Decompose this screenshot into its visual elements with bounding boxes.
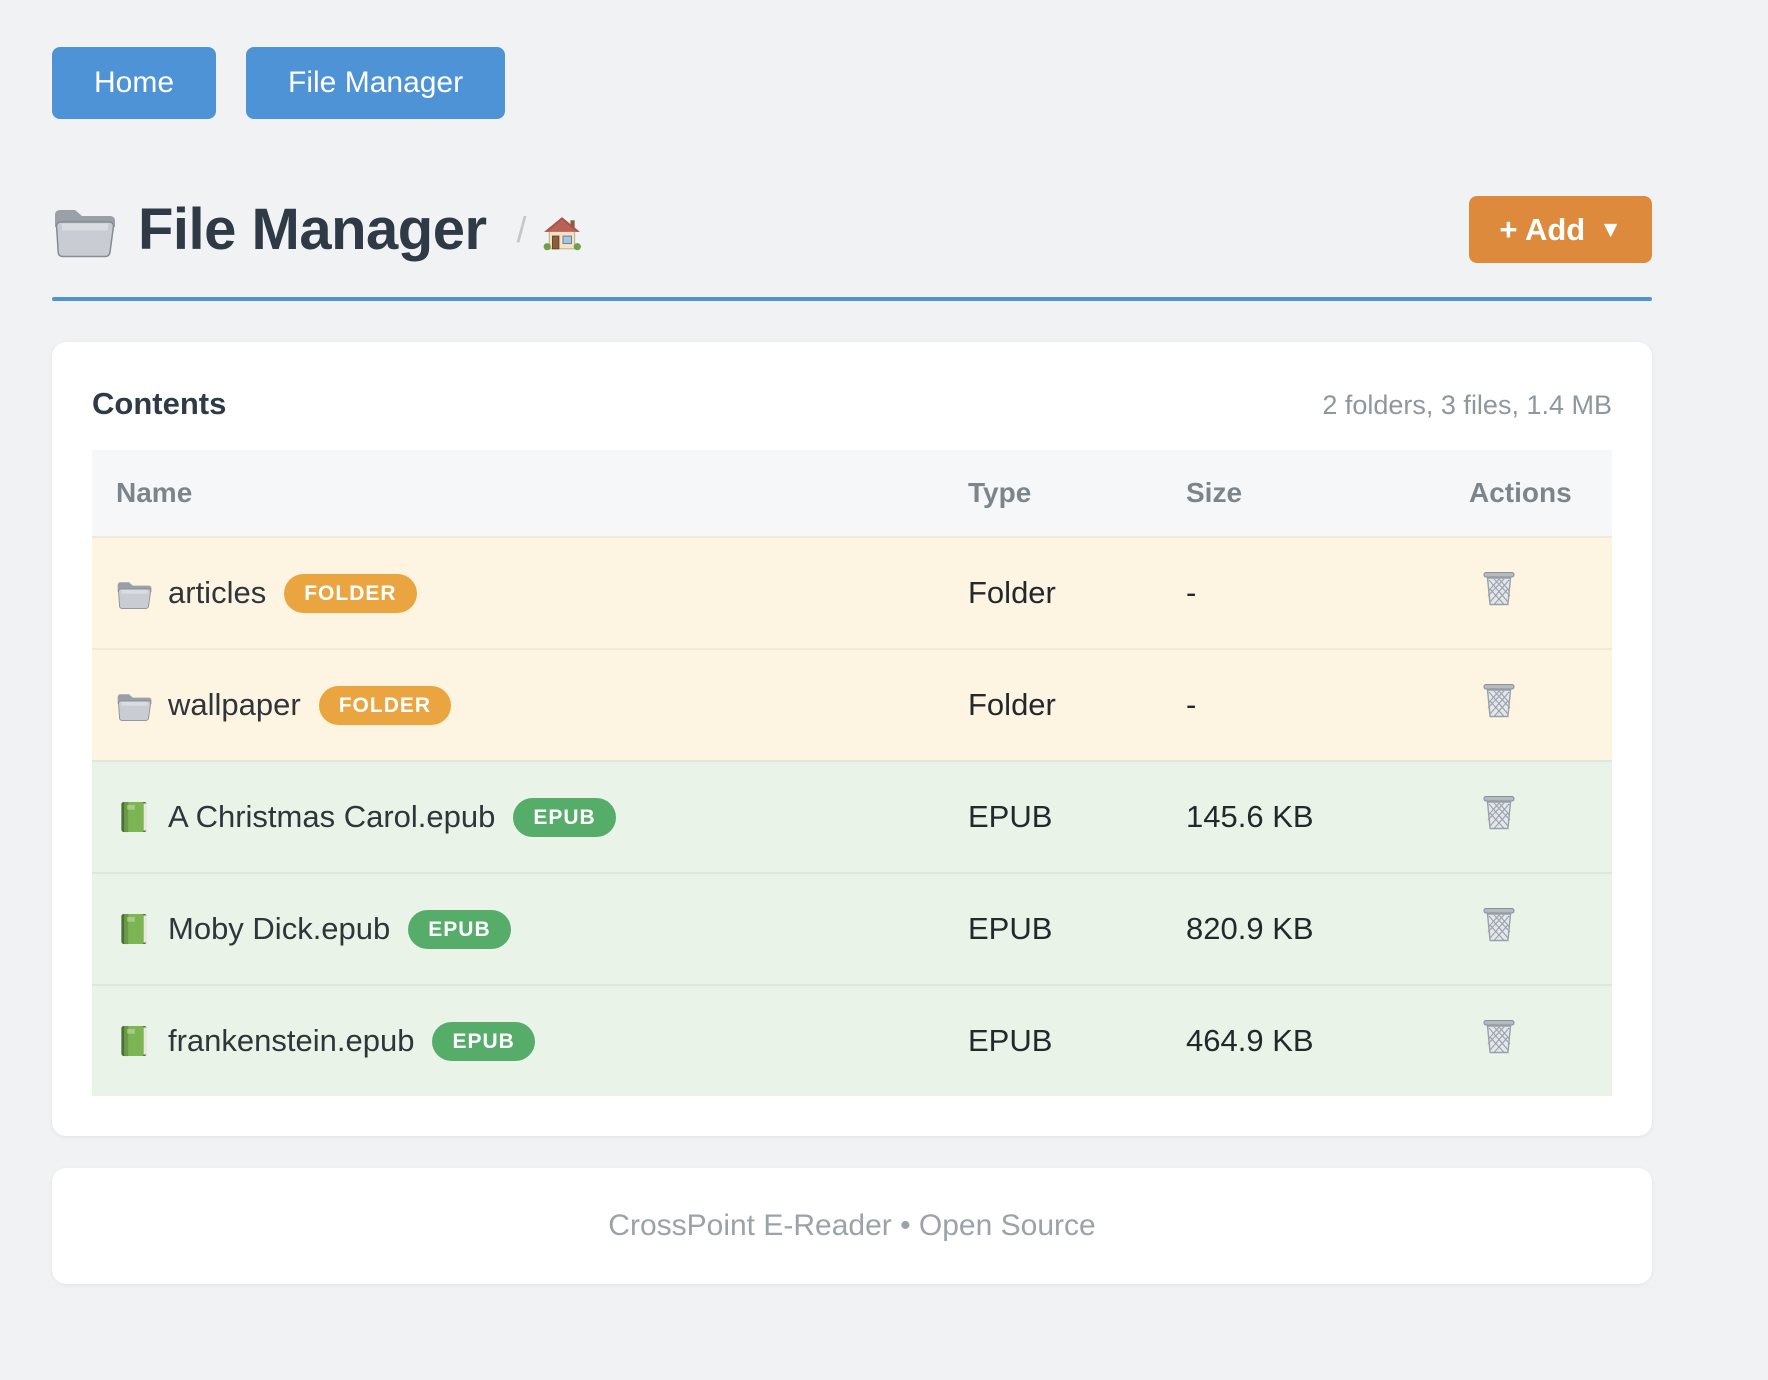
actions-cell [1445, 681, 1612, 729]
add-button[interactable]: + Add ▼ [1469, 196, 1652, 263]
size-cell: - [1186, 687, 1197, 722]
folder-badge: FOLDER [318, 685, 452, 725]
type-cell: EPUB [968, 799, 1053, 834]
type-cell: Folder [968, 687, 1056, 722]
epub-badge: EPUB [432, 1021, 535, 1061]
contents-summary: 2 folders, 3 files, 1.4 MB [1322, 390, 1612, 420]
trash-icon [1483, 795, 1515, 830]
file-table: Name Type Size Actions articles FOLDER F… [92, 450, 1612, 1096]
footer-card: CrossPoint E-Reader • Open Source [52, 1168, 1652, 1284]
delete-button[interactable] [1481, 681, 1517, 721]
page-title-group: File Manager / [52, 196, 1469, 263]
breadcrumb-separator: / [516, 208, 527, 250]
trash-icon [1483, 683, 1515, 718]
delete-button[interactable] [1481, 793, 1517, 833]
folder-icon [116, 577, 152, 610]
epub-badge: EPUB [408, 909, 511, 949]
header-divider [52, 297, 1652, 301]
actions-cell [1445, 569, 1612, 617]
size-cell: - [1186, 575, 1197, 610]
trash-icon [1483, 907, 1515, 942]
book-icon [116, 801, 152, 834]
delete-button[interactable] [1481, 1017, 1517, 1057]
file-name-cell[interactable]: A Christmas Carol.epub EPUB [92, 797, 944, 837]
contents-card-header: Contents 2 folders, 3 files, 1.4 MB [92, 386, 1612, 422]
folder-icon [54, 208, 116, 257]
file-name: Moby Dick.epub [168, 911, 391, 946]
home-icon[interactable] [542, 216, 581, 252]
table-row: Moby Dick.epub EPUB EPUB 820.9 KB [92, 872, 1612, 984]
column-header-name: Name [116, 477, 193, 508]
folder-icon [116, 689, 152, 722]
table-row: articles FOLDER Folder - [92, 536, 1612, 648]
type-cell: EPUB [968, 911, 1053, 946]
file-name: frankenstein.epub [168, 1023, 415, 1058]
book-icon [116, 913, 152, 946]
delete-button[interactable] [1481, 569, 1517, 609]
top-nav: Home File Manager [52, 47, 1652, 119]
epub-badge: EPUB [513, 797, 616, 837]
folder-badge: FOLDER [284, 573, 417, 613]
delete-button[interactable] [1481, 905, 1517, 945]
table-header-row: Name Type Size Actions [92, 450, 1612, 536]
contents-heading: Contents [92, 386, 227, 421]
page-title: File Manager [138, 197, 487, 262]
file-name: A Christmas Carol.epub [168, 799, 496, 834]
trash-icon [1483, 1019, 1515, 1054]
page-header: File Manager / + Add ▼ [52, 196, 1652, 263]
footer-text: CrossPoint E-Reader • Open Source [608, 1209, 1096, 1242]
column-header-type: Type [968, 477, 1032, 508]
column-header-actions: Actions [1469, 477, 1572, 508]
size-cell: 820.9 KB [1186, 911, 1314, 946]
file-name: articles [168, 575, 267, 610]
page-container: Home File Manager File Manager / + Add ▼… [52, 0, 1652, 1284]
file-name-cell[interactable]: wallpaper FOLDER [92, 685, 944, 725]
actions-cell [1445, 905, 1612, 953]
table-row: A Christmas Carol.epub EPUB EPUB 145.6 K… [92, 760, 1612, 872]
file-name-cell[interactable]: frankenstein.epub EPUB [92, 1021, 944, 1061]
add-button-label: + Add [1499, 211, 1586, 247]
book-icon [116, 1025, 152, 1058]
file-name: wallpaper [168, 687, 301, 722]
table-row: frankenstein.epub EPUB EPUB 464.9 KB [92, 984, 1612, 1096]
type-cell: Folder [968, 575, 1056, 610]
table-row: wallpaper FOLDER Folder - [92, 648, 1612, 760]
actions-cell [1445, 1017, 1612, 1065]
size-cell: 464.9 KB [1186, 1023, 1314, 1058]
chevron-down-icon: ▼ [1599, 216, 1622, 242]
trash-icon [1483, 571, 1515, 606]
contents-card: Contents 2 folders, 3 files, 1.4 MB Name… [52, 342, 1652, 1136]
column-header-size: Size [1186, 477, 1243, 508]
file-name-cell[interactable]: Moby Dick.epub EPUB [92, 909, 944, 949]
actions-cell [1445, 793, 1612, 841]
type-cell: EPUB [968, 1023, 1053, 1058]
size-cell: 145.6 KB [1186, 799, 1314, 834]
file-name-cell[interactable]: articles FOLDER [92, 573, 944, 613]
home-button[interactable]: Home [52, 47, 217, 119]
file-manager-button[interactable]: File Manager [246, 47, 506, 119]
